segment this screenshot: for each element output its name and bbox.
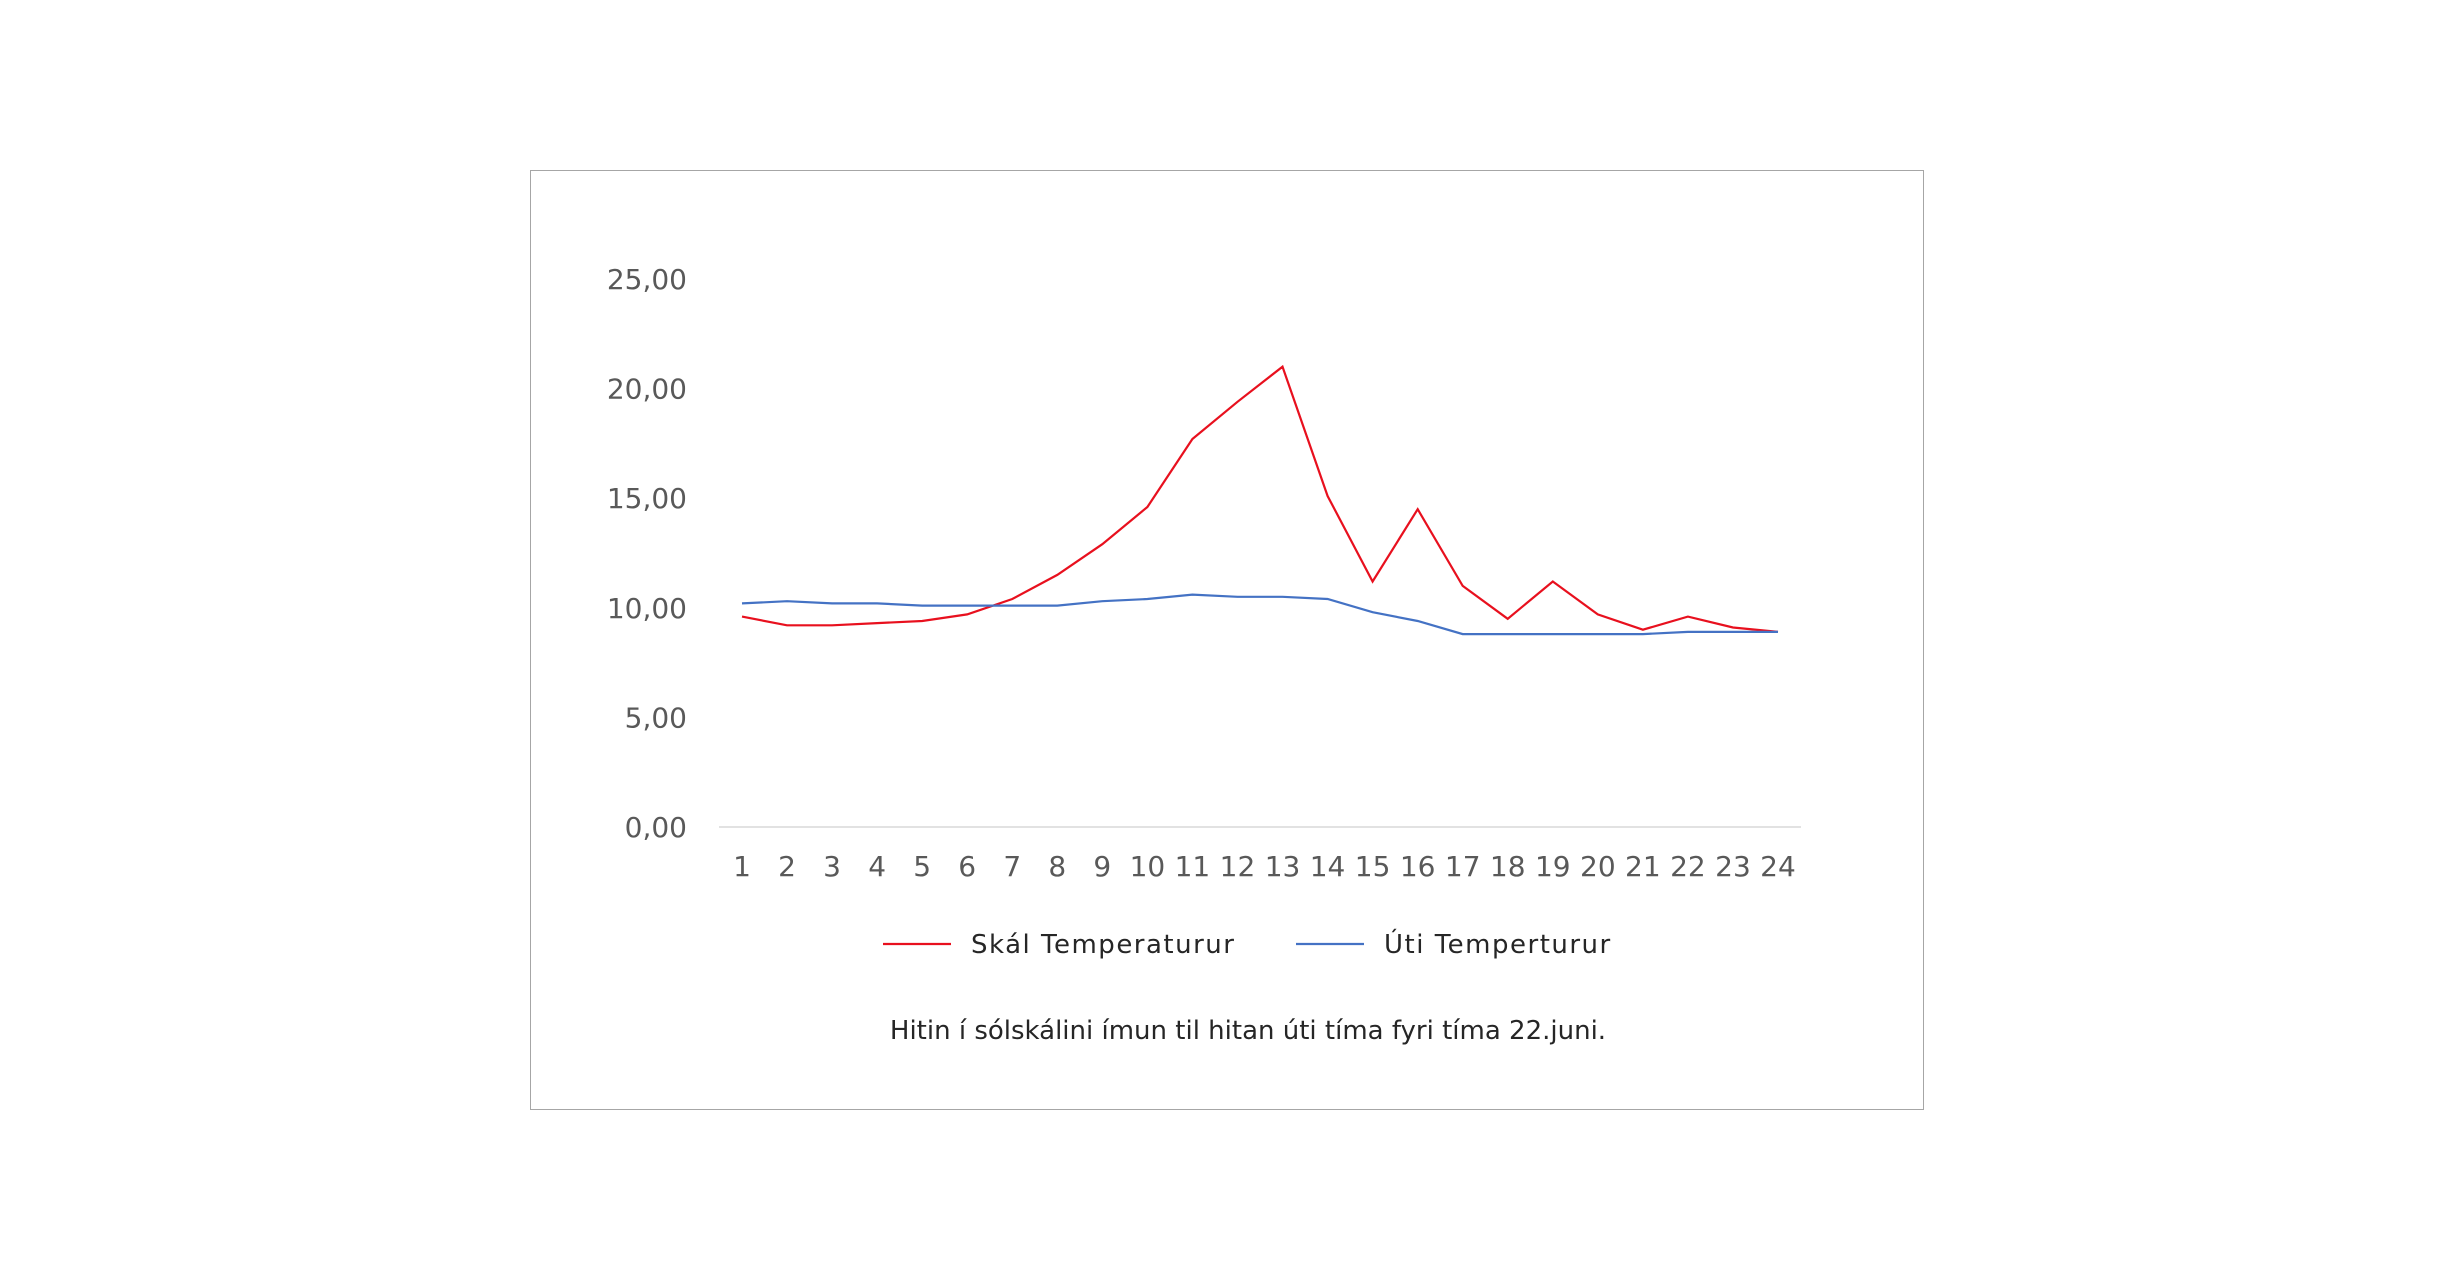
series-line-uti (741, 593, 1778, 636)
chart-caption: Hitin í sólskálini ímun til hitan úti tí… (890, 1016, 1606, 1046)
legend: Skál Temperaturur Úti Temperturur (883, 928, 1612, 960)
x-tick-label: 15 (1355, 850, 1391, 883)
x-tick-label: 3 (823, 850, 841, 883)
y-axis-labels: 0,00 5,00 10,00 15,00 20,00 25,00 (607, 263, 687, 844)
chart-frame: 0,00 5,00 10,00 15,00 20,00 25,00 1 2 3 4 5 6 7 8 9 10… (530, 170, 1924, 1110)
legend-label-skal: Skál Temperaturur (971, 930, 1235, 960)
x-tick-label: 24 (1760, 850, 1796, 883)
y-tick-label: 25,00 (607, 263, 687, 296)
x-tick-label: 21 (1625, 850, 1661, 883)
x-tick-label: 13 (1265, 850, 1301, 883)
x-tick-label: 2 (778, 850, 796, 883)
series-lines (741, 364, 1779, 636)
x-tick-label: 5 (913, 850, 931, 883)
x-tick-label: 17 (1445, 850, 1481, 883)
x-tick-label: 6 (958, 850, 976, 883)
x-tick-label: 11 (1175, 850, 1211, 883)
y-tick-label: 15,00 (607, 482, 687, 515)
x-tick-label: 22 (1670, 850, 1706, 883)
x-tick-label: 18 (1490, 850, 1526, 883)
x-tick-label: 7 (1003, 850, 1021, 883)
legend-label-uti: Úti Temperturur (1384, 928, 1612, 960)
x-tick-label: 12 (1220, 850, 1256, 883)
x-tick-label: 19 (1535, 850, 1571, 883)
y-tick-label: 0,00 (625, 811, 687, 844)
x-tick-label: 16 (1400, 850, 1436, 883)
x-tick-label: 20 (1580, 850, 1616, 883)
x-tick-label: 8 (1048, 850, 1066, 883)
y-tick-label: 10,00 (607, 592, 687, 625)
x-tick-label: 23 (1715, 850, 1751, 883)
x-tick-label: 1 (733, 850, 751, 883)
x-tick-label: 9 (1093, 850, 1111, 883)
y-tick-label: 5,00 (625, 701, 687, 734)
x-axis-labels: 1 2 3 4 5 6 7 8 9 10 11 12 13 14 15 16 17 18 19 20 21 22 23 24 (733, 850, 1796, 883)
x-tick-label: 4 (868, 850, 886, 883)
x-tick-label: 14 (1310, 850, 1346, 883)
x-tick-label: 10 (1130, 850, 1166, 883)
series-line-skal (741, 364, 1779, 633)
y-tick-label: 20,00 (607, 373, 687, 406)
